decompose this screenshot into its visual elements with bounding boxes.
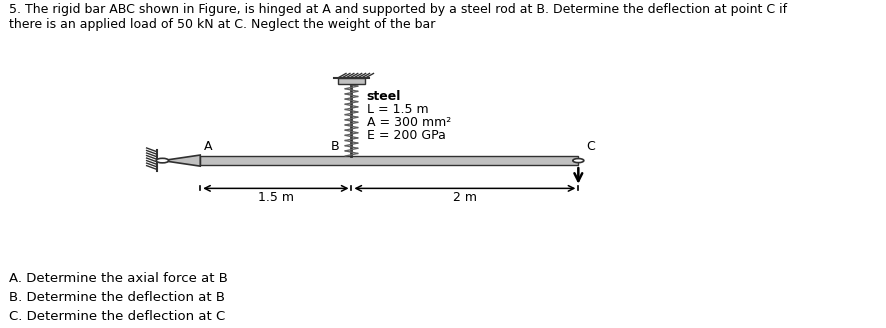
Circle shape <box>156 158 168 163</box>
Text: B. Determine the deflection at B: B. Determine the deflection at B <box>9 291 225 304</box>
Text: 1.5 m: 1.5 m <box>258 192 293 204</box>
Text: steel: steel <box>366 90 400 103</box>
Text: C: C <box>586 140 595 153</box>
Text: C. Determine the deflection at C: C. Determine the deflection at C <box>9 310 225 323</box>
Text: E = 200 GPa: E = 200 GPa <box>366 129 445 142</box>
Bar <box>338 78 365 84</box>
Text: B: B <box>330 140 338 153</box>
Text: A: A <box>204 140 212 153</box>
Polygon shape <box>162 155 200 166</box>
Text: 2 m: 2 m <box>453 192 477 204</box>
Text: A. Determine the axial force at B: A. Determine the axial force at B <box>9 272 228 285</box>
Text: 5. The rigid bar ABC shown in Figure, is hinged at A and supported by a steel ro: 5. The rigid bar ABC shown in Figure, is… <box>9 3 786 31</box>
Bar <box>200 156 578 165</box>
Text: A = 300 mm²: A = 300 mm² <box>366 116 450 129</box>
Text: L = 1.5 m: L = 1.5 m <box>366 103 428 116</box>
Circle shape <box>572 158 583 163</box>
